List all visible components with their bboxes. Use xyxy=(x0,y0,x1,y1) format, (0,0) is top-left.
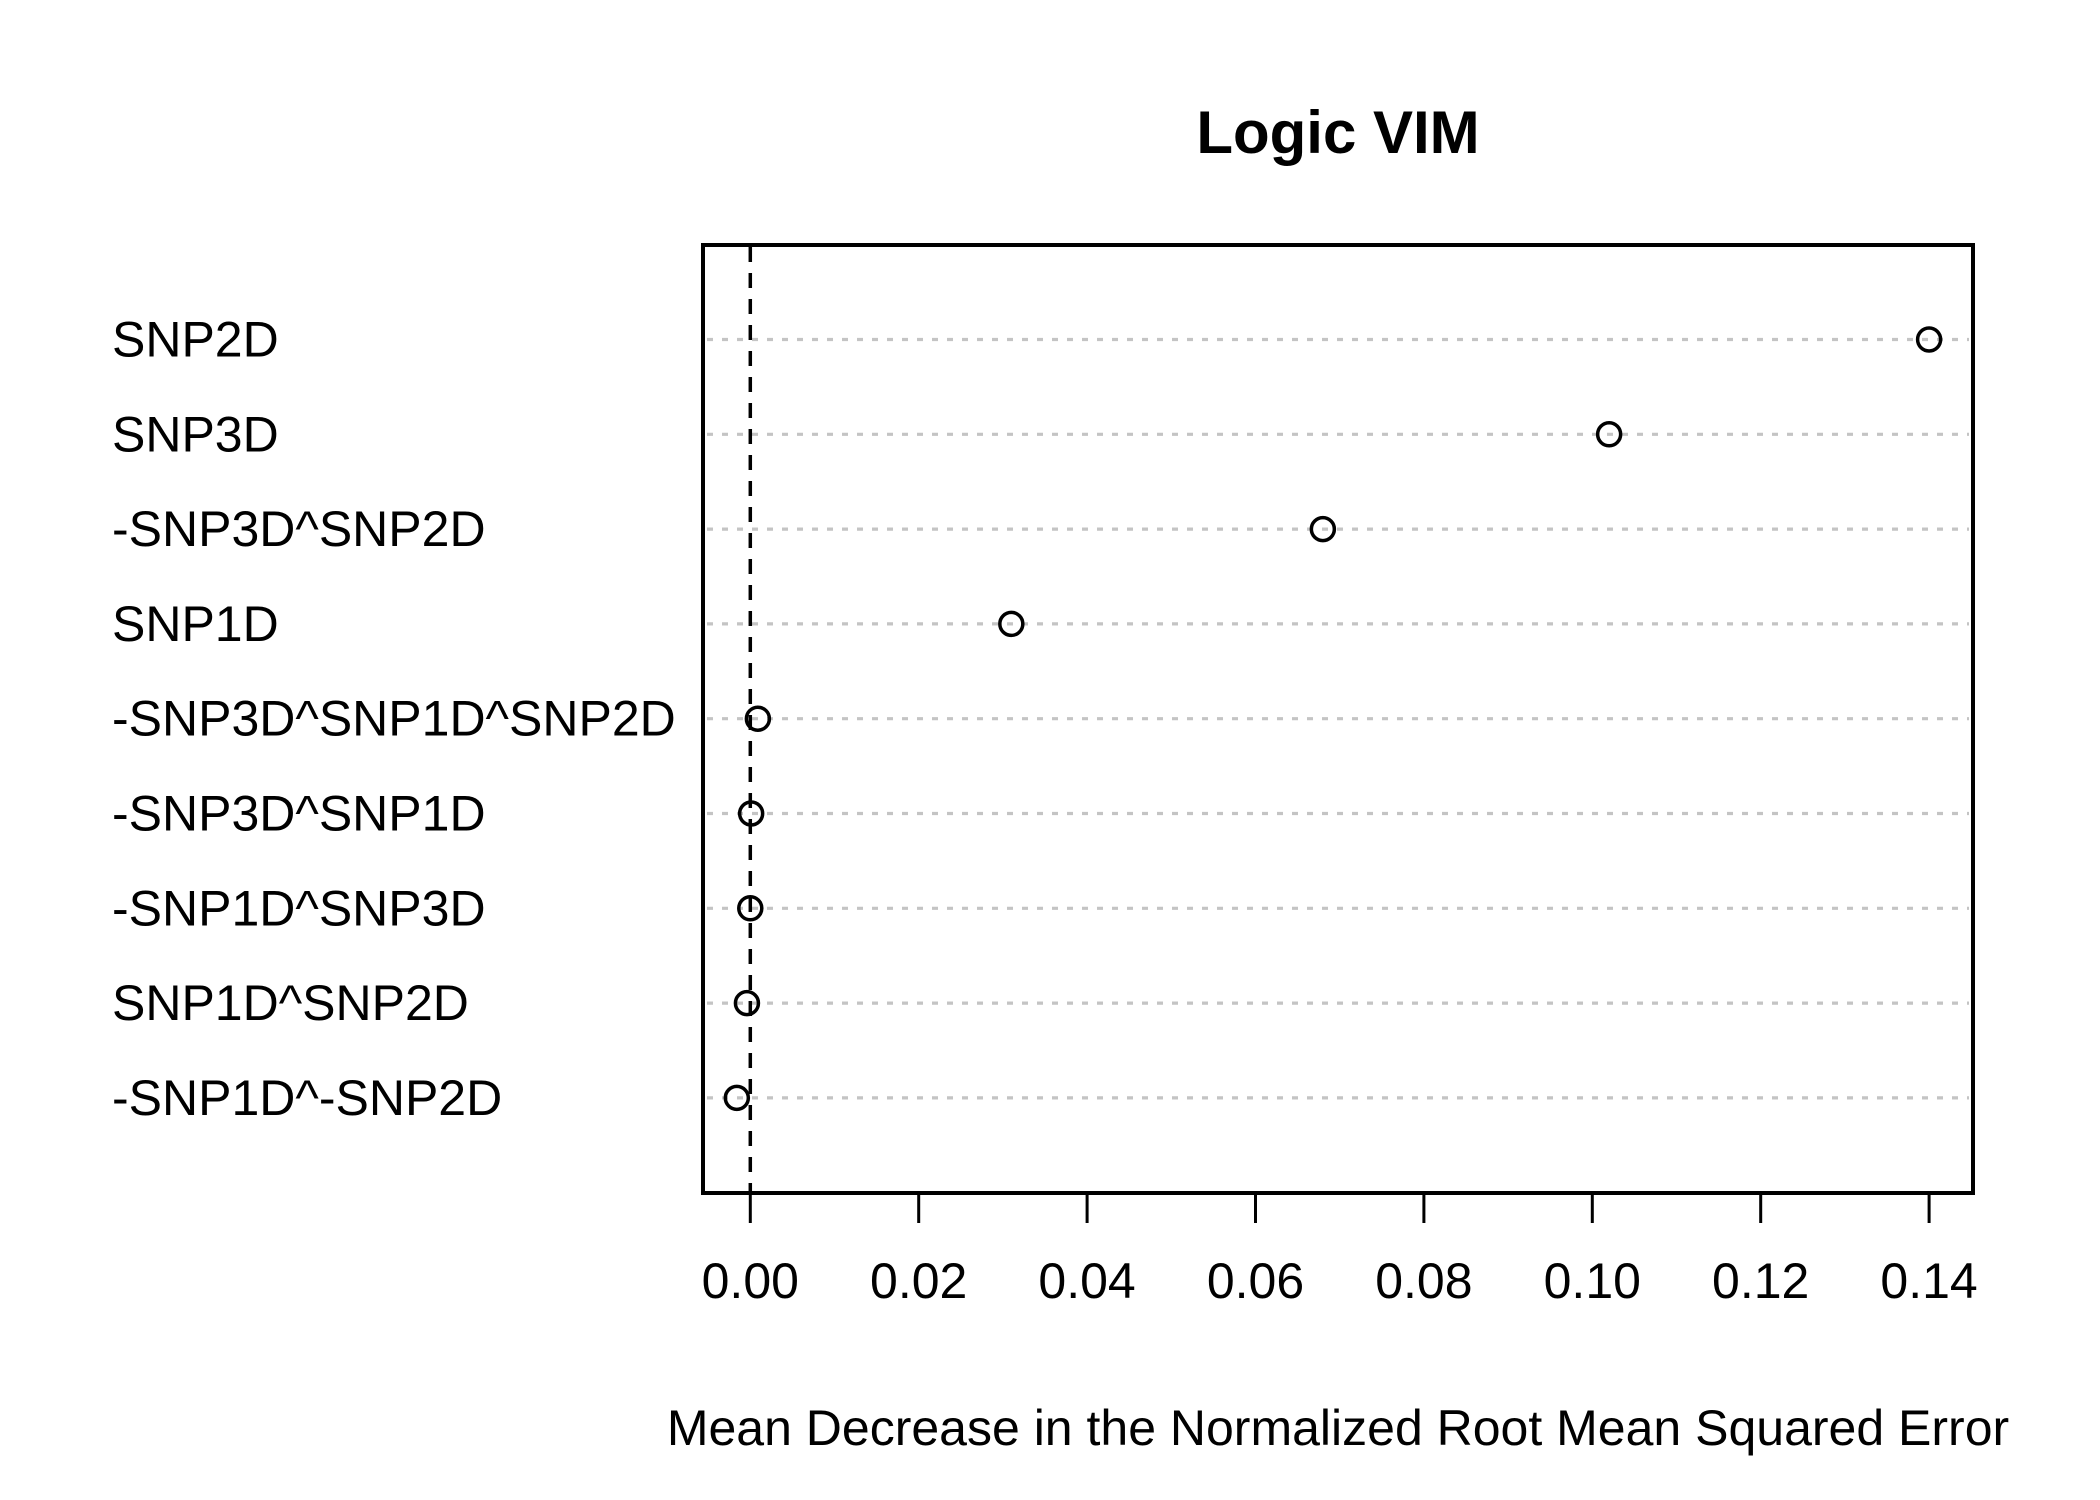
x-tick-label: 0.14 xyxy=(1880,1253,1977,1309)
y-axis-label: SNP3D xyxy=(112,406,279,462)
x-tick-label: 0.10 xyxy=(1544,1253,1641,1309)
data-point xyxy=(1595,421,1623,448)
y-axis-label: SNP2D xyxy=(112,312,279,368)
data-point xyxy=(723,1084,751,1112)
x-tick-label: 0.06 xyxy=(1207,1253,1304,1309)
y-axis-label: -SNP3D^SNP2D xyxy=(112,501,486,557)
y-axis-label: SNP1D^SNP2D xyxy=(112,975,469,1031)
data-point xyxy=(737,800,765,827)
y-axis-label: -SNP3D^SNP1D^SNP2D xyxy=(112,691,676,747)
y-axis-label: SNP1D xyxy=(112,596,279,652)
x-tick-label: 0.04 xyxy=(1038,1253,1135,1309)
y-axis-label: -SNP3D^SNP1D xyxy=(112,786,486,842)
y-axis-label: -SNP1D^SNP3D xyxy=(112,880,486,936)
data-point xyxy=(1915,326,1943,353)
x-tick-label: 0.08 xyxy=(1375,1253,1472,1309)
data-point xyxy=(1309,515,1337,543)
data-point xyxy=(733,989,761,1017)
data-point xyxy=(744,705,772,732)
x-axis-label: Mean Decrease in the Normalized Root Mea… xyxy=(666,1400,2010,1456)
x-tick-label: 0.12 xyxy=(1712,1253,1809,1309)
x-tick-label: 0.00 xyxy=(702,1253,799,1309)
x-tick-label: 0.02 xyxy=(870,1253,967,1309)
data-point xyxy=(998,610,1025,638)
y-axis-label: -SNP1D^-SNP2D xyxy=(112,1070,502,1126)
plot-box xyxy=(701,243,1975,1195)
chart-title: Logic VIM xyxy=(1196,99,1480,166)
data-point xyxy=(737,895,764,922)
